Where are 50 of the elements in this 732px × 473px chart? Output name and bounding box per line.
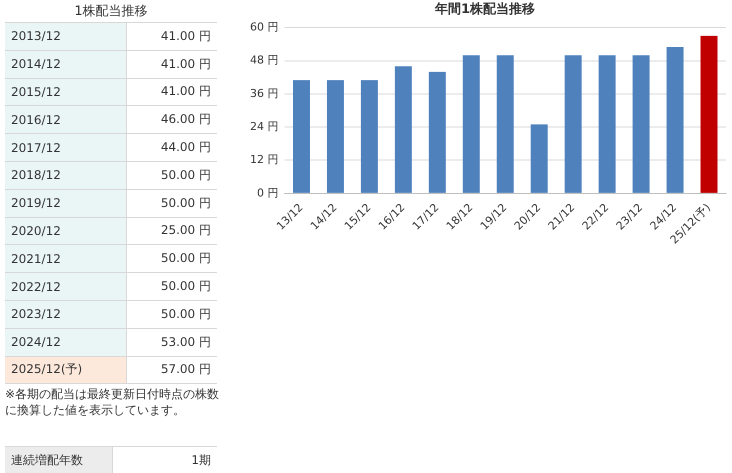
bar xyxy=(326,80,344,193)
text: 41.00 円 xyxy=(160,56,211,71)
text: 1株配当推移 xyxy=(73,3,149,21)
text: 41.00 円 xyxy=(160,84,211,98)
bar xyxy=(632,55,650,193)
category-label: 2022/12 xyxy=(5,272,126,300)
category-label: 2020/12 xyxy=(5,217,126,245)
text: 25.00 円 xyxy=(160,223,211,238)
y-tick-label: 24 円 xyxy=(250,120,278,133)
bar xyxy=(360,80,378,193)
y-tick-label: 60 円 xyxy=(250,20,278,34)
category-label: 2023/12 xyxy=(5,300,126,328)
category-label: 2017/12 xyxy=(5,134,126,162)
bar xyxy=(666,46,684,193)
y-tick-label: 36 円 xyxy=(250,86,278,100)
y-tick-label: 0 円 xyxy=(256,186,278,200)
category-label: 2025/12(予) xyxy=(5,356,126,384)
bar xyxy=(462,55,480,193)
category-label: 2015/12 xyxy=(5,78,126,106)
bar xyxy=(496,55,514,193)
y-tick-label: 48 円 xyxy=(250,54,278,67)
text: 50.00 円 xyxy=(160,306,211,321)
y-tick-label: 12 円 xyxy=(250,153,278,166)
bar xyxy=(598,55,616,193)
bar xyxy=(292,80,310,193)
text: 50.00 円 xyxy=(160,279,211,294)
bar xyxy=(564,55,582,193)
bar xyxy=(394,66,412,193)
text: 50.00 円 xyxy=(160,251,211,266)
category-label: 2014/12 xyxy=(5,50,126,78)
text: 連続増配年数 xyxy=(5,446,112,473)
text: 50.00 円 xyxy=(160,168,211,182)
category-label: 2018/12 xyxy=(5,161,126,190)
category-label: 2013/12 xyxy=(5,22,126,50)
text: 41.00 円 xyxy=(160,28,211,43)
text: ※各期の配当は最終更新日付時点の株数に換算した値を表示しています。 xyxy=(5,386,220,418)
category-label: 2021/12 xyxy=(5,244,126,273)
text: 1期 xyxy=(112,446,217,473)
text: 57.00 円 xyxy=(160,362,211,376)
text: 53.00 円 xyxy=(160,334,211,349)
text: 44.00 円 xyxy=(160,140,211,154)
chart-title: 年間1株配当推移 xyxy=(434,2,536,18)
category-label: 2019/12 xyxy=(5,189,126,218)
category-label: 2016/12 xyxy=(5,106,126,134)
bar xyxy=(428,72,446,193)
text: 46.00 円 xyxy=(160,112,211,126)
category-label: 2024/12 xyxy=(5,328,126,356)
text: 50.00 円 xyxy=(160,196,211,210)
bar xyxy=(700,36,718,193)
bar xyxy=(530,124,548,193)
